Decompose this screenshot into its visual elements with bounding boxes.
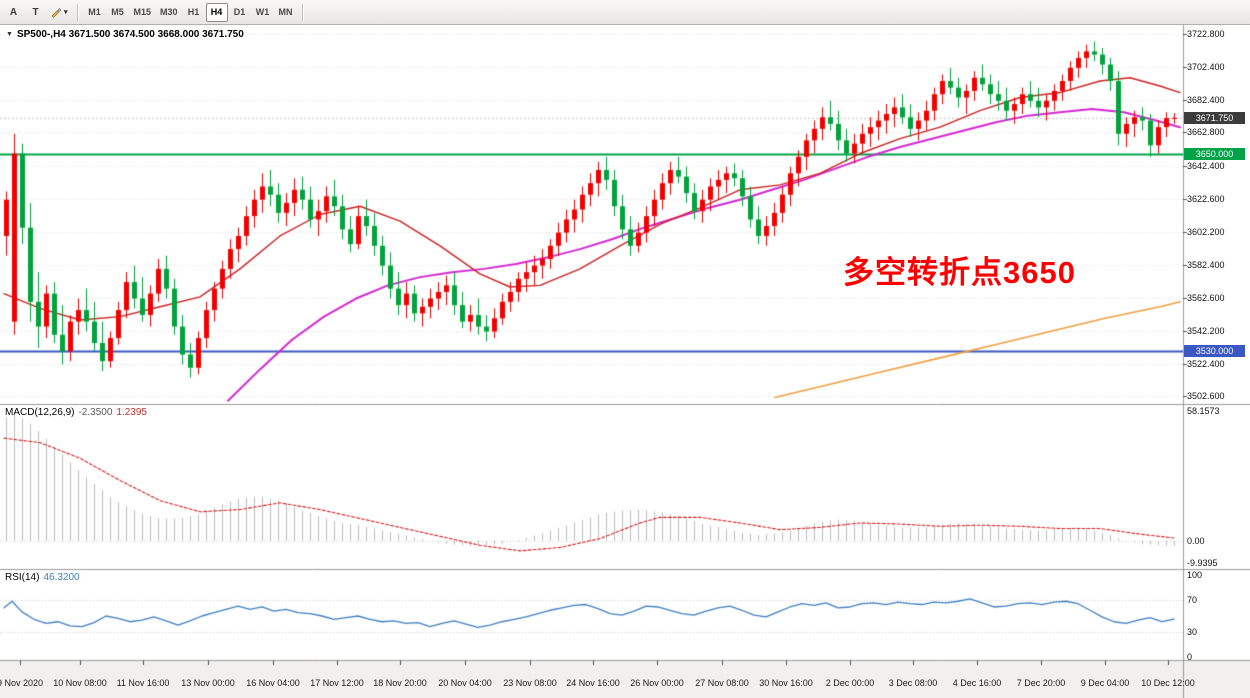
price-axis-label: 3542.200: [1187, 326, 1225, 337]
macd-axis-label: 0.00: [1187, 535, 1205, 546]
chart-area[interactable]: ▼ SP500-,H4 3671.500 3674.500 3668.000 3…: [0, 25, 1250, 698]
price-axis-label: 3662.800: [1187, 127, 1225, 138]
price-axis-label: 3522.400: [1187, 358, 1225, 369]
time-axis-label: 17 Nov 12:00: [310, 678, 364, 688]
pencil-icon: [51, 7, 62, 18]
time-axis-label: 9 Dec 04:00: [1080, 678, 1130, 688]
rsi-axis-label: 100: [1187, 570, 1203, 580]
chart-header: ▼ SP500-,H4 3671.500 3674.500 3668.000 3…: [6, 29, 244, 40]
resistance-price-label: 3650.000: [1184, 147, 1245, 160]
drawing-tools-dropdown[interactable]: ▾: [47, 3, 72, 22]
price-axis-label: 3582.400: [1187, 259, 1225, 270]
timeframe-group: M1 M5 M15 M30 H1 H4 D1 W1 MN: [84, 2, 297, 22]
chart-text-annotation[interactable]: 多空转折点3650: [843, 255, 1076, 290]
timeframe-button-w1[interactable]: W1: [252, 3, 274, 22]
toolbar: A T ▾ M1 M5 M15 M30 H1 H4 D1 W1 MN: [0, 0, 1250, 25]
time-axis-label: 24 Nov 16:00: [566, 678, 620, 688]
text-tool-button[interactable]: A: [3, 3, 24, 22]
price-axis-label: 3702.400: [1187, 62, 1225, 73]
rsi-name: RSI(14): [5, 572, 40, 583]
crosshair-tool-button[interactable]: T: [25, 3, 46, 22]
time-axis-label: 20 Nov 04:00: [438, 678, 492, 688]
macd-signal-value: 1.2395: [116, 407, 147, 418]
time-axis-label: 9 Nov 2020: [0, 678, 44, 688]
price-axis-label: 3602.200: [1187, 227, 1225, 238]
rsi-value: 46.3200: [43, 572, 80, 583]
timeframe-button-m1[interactable]: M1: [84, 3, 106, 22]
timeframe-button-m15[interactable]: M15: [130, 3, 156, 22]
timeframe-button-mn[interactable]: MN: [275, 3, 297, 22]
macd-axis-label: 58.1573: [1187, 405, 1220, 416]
current-price-label: 3671.750: [1184, 111, 1245, 124]
toolbar-separator: [301, 3, 304, 21]
time-axis-label: 10 Dec 12:00: [1141, 678, 1195, 688]
chart-canvas[interactable]: [0, 25, 1250, 698]
support-price-label: 3530.000: [1184, 345, 1245, 358]
time-axis-label: 3 Dec 08:00: [888, 678, 938, 688]
price-axis-label: 3562.600: [1187, 292, 1225, 303]
time-axis-label: 26 Nov 00:00: [630, 678, 684, 688]
time-axis-label: 7 Dec 20:00: [1016, 678, 1066, 688]
time-axis-label: 10 Nov 08:00: [53, 678, 107, 688]
timeframe-button-m30[interactable]: M30: [156, 3, 182, 22]
macd-main-value: -2.3500: [78, 407, 113, 418]
macd-header: MACD(12,26,9) -2.3500 1.2395: [5, 407, 151, 418]
rsi-axis-label: 0: [1187, 652, 1193, 662]
time-axis-label: 11 Nov 16:00: [116, 678, 170, 688]
chart-menu-icon[interactable]: ▼: [6, 31, 13, 38]
timeframe-button-d1[interactable]: D1: [229, 3, 251, 22]
price-axis-label: 3502.600: [1187, 391, 1225, 402]
macd-axis-label: -9.9395: [1187, 557, 1218, 568]
rsi-axis-label: 70: [1187, 594, 1198, 605]
macd-name: MACD(12,26,9): [5, 407, 75, 418]
price-axis-label: 3722.800: [1187, 28, 1225, 39]
price-axis-label: 3622.600: [1187, 193, 1225, 204]
time-axis-label: 13 Nov 00:00: [181, 678, 235, 688]
time-axis-label: 27 Nov 08:00: [695, 678, 749, 688]
time-axis-label: 18 Nov 20:00: [373, 678, 427, 688]
timeframe-button-h4[interactable]: H4: [205, 2, 228, 22]
time-axis-label: 30 Nov 16:00: [759, 678, 813, 688]
time-axis-label: 23 Nov 08:00: [503, 678, 557, 688]
symbol-ohlc-readout: SP500-,H4 3671.500 3674.500 3668.000 367…: [16, 29, 244, 40]
time-axis-label: 4 Dec 16:00: [952, 678, 1002, 688]
price-axis-label: 3642.400: [1187, 161, 1225, 172]
timeframe-button-h1[interactable]: H1: [183, 3, 205, 22]
chevron-down-icon: ▾: [64, 9, 68, 16]
time-axis-label: 2 Dec 00:00: [825, 678, 875, 688]
toolbar-separator: [76, 3, 79, 21]
rsi-header: RSI(14) 46.3200: [5, 572, 84, 583]
price-axis-label: 3682.400: [1187, 95, 1225, 106]
timeframe-button-m5[interactable]: M5: [107, 3, 129, 22]
rsi-axis-label: 30: [1187, 627, 1198, 638]
time-axis-label: 16 Nov 04:00: [246, 678, 300, 688]
